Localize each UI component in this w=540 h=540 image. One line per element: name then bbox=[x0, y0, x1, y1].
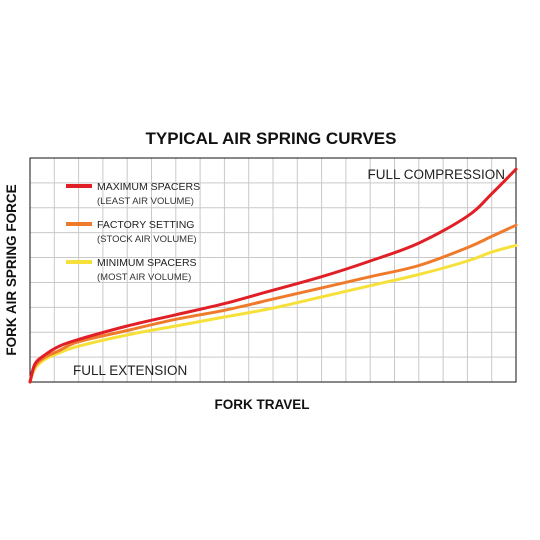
series-line-maximum-spacers bbox=[28, 167, 518, 384]
legend: MAXIMUM SPACERS (LEAST AIR VOLUME) FACTORY… bbox=[66, 181, 200, 283]
series-line-factory-setting bbox=[28, 223, 518, 384]
legend-label: FACTORY SETTING bbox=[97, 219, 194, 231]
series-line-minimum-spacers bbox=[28, 243, 518, 384]
chart-title: TYPICAL AIR SPRING CURVES bbox=[146, 129, 397, 148]
y-axis-label: FORK AIR SPRING FORCE bbox=[4, 184, 19, 355]
full-extension-annotation: FULL EXTENSION bbox=[73, 363, 187, 378]
legend-label: MAXIMUM SPACERS bbox=[97, 181, 200, 193]
plot-frame bbox=[29, 157, 517, 383]
legend-label: MINIMUM SPACERS bbox=[97, 257, 197, 269]
legend-sublabel: (LEAST AIR VOLUME) bbox=[97, 196, 194, 207]
legend-sublabel: (STOCK AIR VOLUME) bbox=[97, 234, 197, 245]
x-axis-label: FORK TRAVEL bbox=[215, 397, 310, 412]
legend-sublabel: (MOST AIR VOLUME) bbox=[97, 272, 191, 283]
curves bbox=[28, 167, 518, 384]
full-compression-annotation: FULL COMPRESSION bbox=[367, 167, 505, 182]
